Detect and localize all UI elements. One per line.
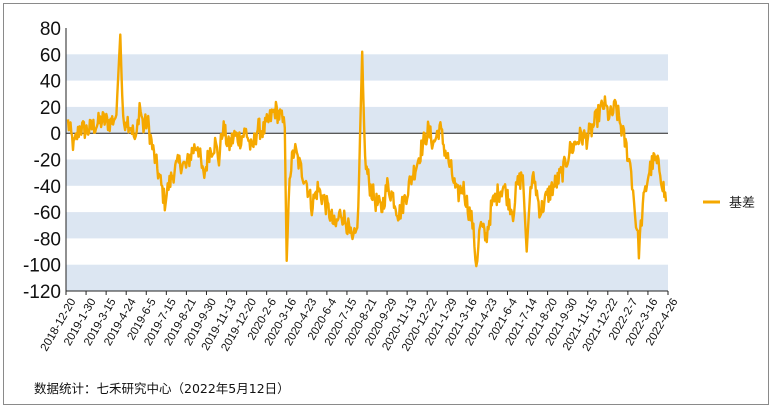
y-axis: 80 60 40 20 0 -20 -40 -60 -80 -100 -120 bbox=[23, 19, 67, 303]
y-tick-label: -20 bbox=[34, 151, 61, 172]
y-tick-label: 20 bbox=[40, 98, 61, 119]
y-tick-label: 80 bbox=[40, 19, 61, 40]
y-tick-label: 40 bbox=[40, 72, 61, 93]
y-tick-label: -40 bbox=[34, 177, 61, 198]
source-note: 数据统计：七禾研究中心（2022年5月12日） bbox=[34, 381, 290, 396]
y-tick-label: -100 bbox=[23, 256, 61, 277]
grid-band bbox=[66, 54, 668, 81]
grid-band bbox=[66, 106, 668, 134]
series-line-basis bbox=[66, 33, 668, 268]
legend-label-basis: 基差 bbox=[729, 196, 755, 211]
y-tick-label: 60 bbox=[40, 45, 61, 66]
grid-band bbox=[66, 264, 668, 291]
y-tick-label: -120 bbox=[23, 282, 61, 303]
legend: 基差 bbox=[703, 196, 755, 211]
x-axis: 2018-12-202019-1-302019-3-152019-4-24201… bbox=[39, 290, 681, 353]
y-tick-label: 0 bbox=[50, 124, 61, 145]
grid-band bbox=[66, 212, 668, 239]
series-layer bbox=[66, 33, 668, 268]
y-tick-label: -80 bbox=[34, 229, 61, 250]
y-tick-label: -60 bbox=[34, 203, 61, 224]
